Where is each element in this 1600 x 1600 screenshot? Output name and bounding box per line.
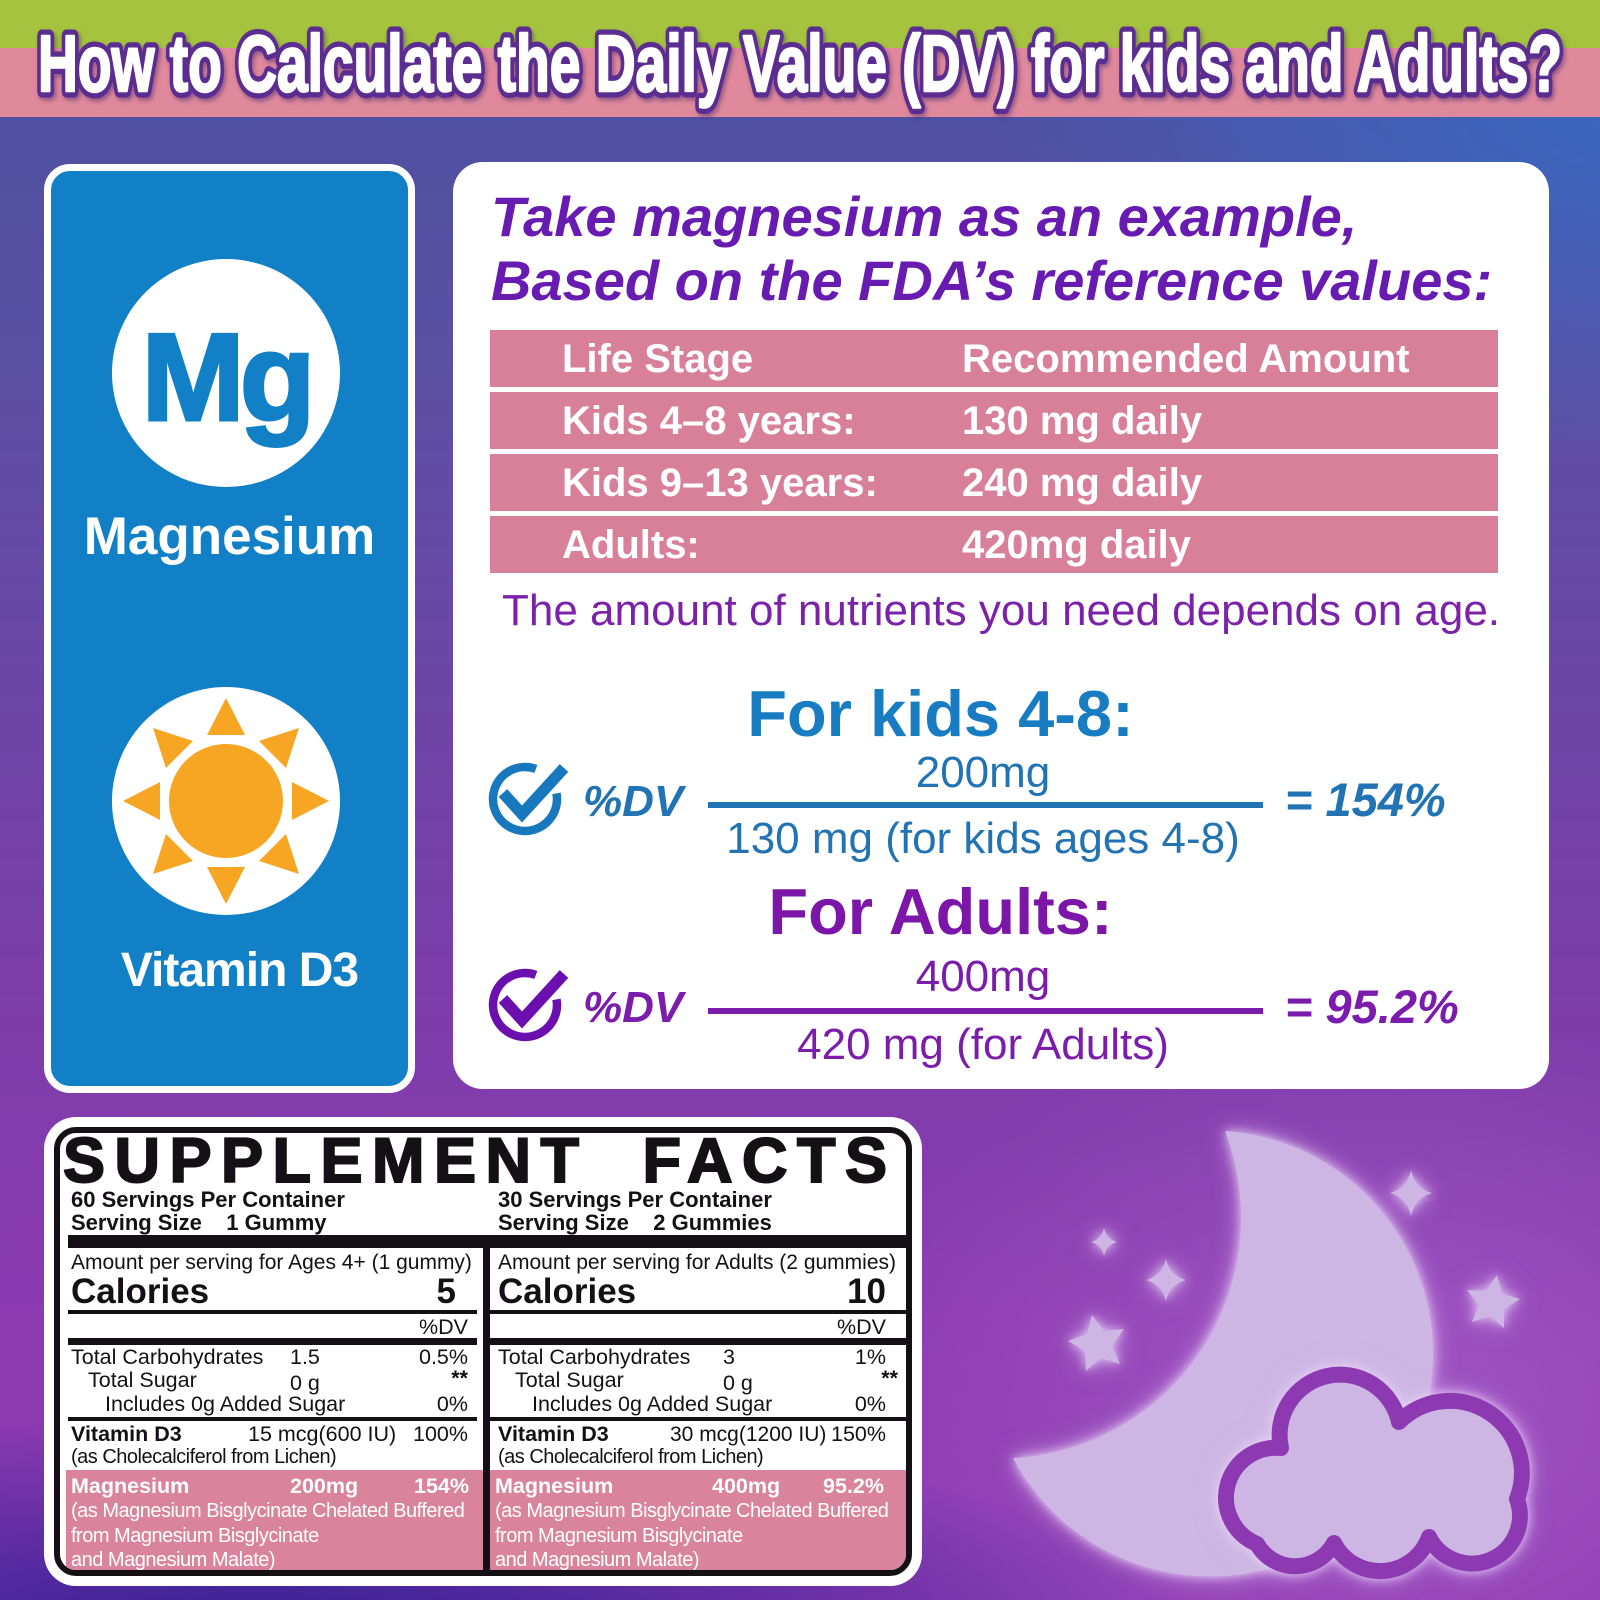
svg-text:How to Calculate the Daily Val: How to Calculate the Daily Value (DV) fo… (38, 19, 1562, 108)
svg-text:How to Calculate the Daily Val: How to Calculate the Daily Value (DV) fo… (38, 19, 1562, 108)
